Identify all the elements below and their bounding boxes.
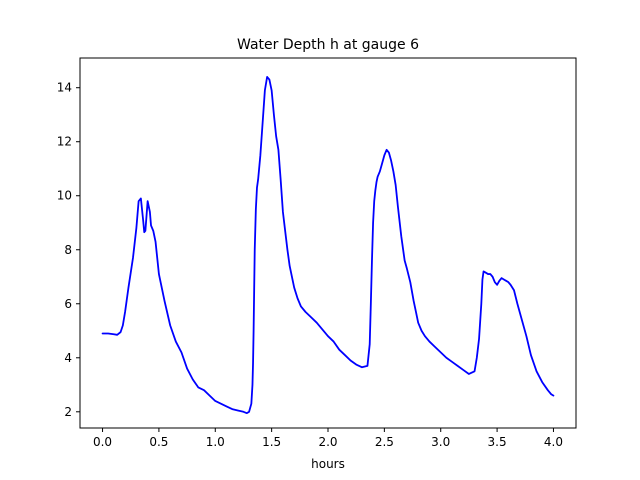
x-tick-label: 1.0 — [206, 435, 225, 449]
y-axis: 2 4 6 8 10 12 14 — [57, 81, 80, 419]
y-tick-label: 8 — [64, 243, 72, 257]
x-tick-label: 1.5 — [262, 435, 281, 449]
y-tick-label: 10 — [57, 189, 72, 203]
x-axis-label: hours — [311, 457, 345, 471]
chart-title: Water Depth h at gauge 6 — [237, 37, 419, 53]
y-tick-label: 4 — [64, 351, 72, 365]
y-tick-label: 6 — [64, 297, 72, 311]
x-tick-label: 0.0 — [93, 435, 112, 449]
x-tick-label: 3.0 — [431, 435, 450, 449]
x-tick-label: 4.0 — [544, 435, 563, 449]
y-tick-label: 14 — [57, 81, 72, 95]
x-tick-label: 2.0 — [318, 435, 337, 449]
x-tick-label: 3.5 — [488, 435, 507, 449]
y-tick-label: 2 — [64, 405, 72, 419]
x-tick-label: 0.5 — [149, 435, 168, 449]
plot-area — [101, 76, 555, 415]
x-tick-label: 2.5 — [375, 435, 394, 449]
y-tick-label: 12 — [57, 135, 72, 149]
series-line — [101, 76, 555, 415]
x-axis: 0.0 0.5 1.0 1.5 2.0 2.5 3.0 3.5 4.0 — [93, 428, 563, 449]
